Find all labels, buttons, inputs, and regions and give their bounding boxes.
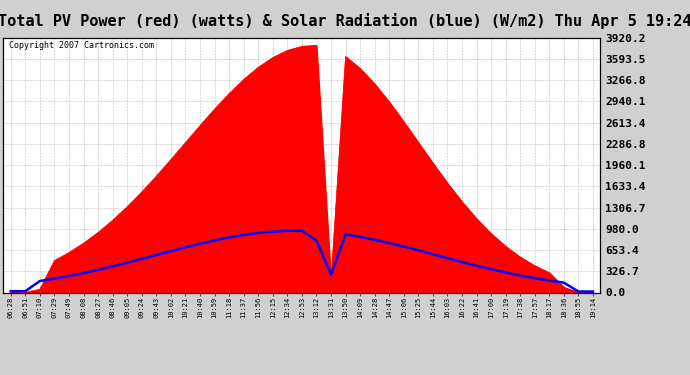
Text: Copyright 2007 Cartronics.com: Copyright 2007 Cartronics.com (10, 41, 155, 50)
Text: Total PV Power (red) (watts) & Solar Radiation (blue) (W/m2) Thu Apr 5 19:24: Total PV Power (red) (watts) & Solar Rad… (0, 13, 690, 28)
